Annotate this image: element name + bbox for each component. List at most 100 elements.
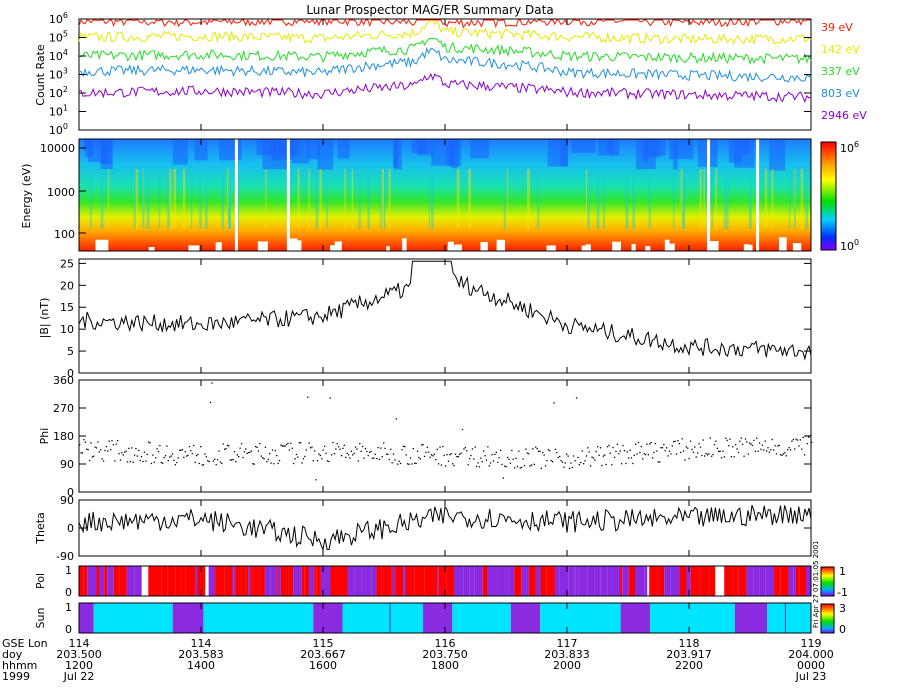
phi-point: [772, 449, 775, 451]
phi-point: [473, 458, 475, 460]
energy-spectrogram-streak: [388, 169, 391, 229]
phi-point: [359, 443, 361, 445]
phi-point: [121, 452, 123, 454]
time-tick-doy: 203.667: [300, 648, 346, 661]
phi-point: [573, 455, 575, 457]
phi-point: [692, 451, 695, 453]
phi-point: [477, 462, 479, 464]
phi-point: [780, 454, 782, 456]
energy-data-gap: [496, 239, 506, 251]
energy-spectrogram-streak: [237, 169, 240, 229]
pol-bar: [224, 566, 233, 596]
phi-point: [597, 446, 599, 448]
panel-phi: 0 90 180 270 360 Phi: [38, 374, 813, 499]
pol-bar: [774, 566, 781, 596]
energy-spectrogram-band: [219, 139, 242, 161]
panel-theta: -90 0 90 Theta: [34, 494, 812, 563]
time-tick-hhmm: 1600: [309, 659, 337, 672]
energy-spectrogram-streak: [632, 169, 636, 229]
phi-point: [419, 458, 421, 460]
phi-point: [233, 450, 236, 453]
energy-spectrogram-streak: [503, 169, 506, 229]
phi-point: [84, 441, 86, 443]
phi-point: [209, 401, 212, 404]
phi-point: [742, 443, 744, 445]
energy-spectrogram-streak: [190, 169, 193, 229]
phi-point: [274, 449, 276, 452]
phi-point: [297, 456, 299, 458]
theta-ticks: -90 0 90: [56, 494, 811, 563]
phi-point: [789, 449, 792, 451]
pol-bar: [474, 566, 483, 596]
phi-point: [687, 447, 689, 449]
sun-bar: [79, 603, 94, 633]
energy-spectrogram-streak: [199, 169, 202, 229]
phi-point: [715, 440, 717, 442]
phi-point: [93, 455, 95, 457]
phi-point: [200, 446, 202, 448]
energy-spectrogram-streak: [100, 169, 104, 229]
sun-colorbar: [820, 603, 835, 634]
phi-point: [750, 443, 752, 445]
phi-point: [254, 445, 257, 448]
phi-point: [636, 453, 638, 455]
energy-spectrogram-streak: [221, 169, 224, 229]
pol-bar: [293, 566, 302, 596]
phi-point: [619, 450, 621, 452]
phi-point: [245, 448, 247, 450]
energy-spectrogram-streak: [228, 169, 231, 229]
pol-bar: [753, 566, 755, 596]
phi-point: [543, 454, 545, 456]
pol-bar: [371, 566, 377, 596]
energy-spectrogram-streak: [326, 169, 328, 229]
count-rate-series-group: [78, 18, 812, 104]
phi-point: [125, 450, 127, 452]
phi-point: [367, 454, 369, 457]
energy-spectrogram-band: [100, 139, 113, 170]
pol-bar: [99, 566, 105, 596]
phi-point: [239, 447, 241, 449]
phi-point: [166, 445, 168, 447]
time-tick-doy: 203.500: [56, 648, 102, 661]
pol-bar: [644, 566, 648, 596]
phi-point: [298, 442, 300, 444]
phi-point: [628, 457, 630, 459]
bmag-tick-label: 5: [67, 345, 74, 358]
energy-spectrogram-streak: [308, 169, 310, 229]
energy-spectrogram: [79, 139, 811, 251]
phi-point: [185, 455, 188, 457]
phi-point: [581, 450, 583, 452]
energy-spectrogram-streak: [358, 169, 361, 229]
phi-point: [561, 461, 564, 463]
pol-bar: [437, 566, 439, 596]
energy-spectrogram-streak: [673, 169, 675, 229]
phi-point: [91, 456, 93, 458]
phi-point: [508, 458, 510, 461]
phi-point: [739, 440, 741, 442]
phi-point: [421, 444, 423, 446]
phi-point: [491, 453, 493, 456]
phi-point: [512, 458, 514, 460]
phi-point: [483, 450, 485, 452]
phi-point: [280, 444, 282, 446]
phi-point: [757, 450, 759, 452]
phi-point: [101, 458, 103, 460]
pol-bar: [600, 566, 608, 596]
phi-point: [128, 447, 130, 450]
energy-spectrogram-streak: [456, 169, 460, 229]
phi-point: [236, 454, 238, 456]
energy-spectrogram-band: [85, 139, 94, 158]
pol-bar: [446, 566, 454, 596]
pol-bar: [540, 566, 547, 596]
energy-spectrogram-streak: [468, 169, 472, 229]
phi-frame: [78, 379, 812, 493]
phi-point: [302, 458, 305, 460]
pol-bar: [185, 566, 196, 596]
phi-point: [374, 453, 376, 456]
phi-point: [654, 442, 657, 445]
phi-point: [229, 459, 231, 461]
phi-point: [260, 455, 262, 457]
pol-bar: [87, 566, 97, 596]
pol-bar: [554, 566, 560, 596]
pol-bar: [208, 566, 216, 596]
